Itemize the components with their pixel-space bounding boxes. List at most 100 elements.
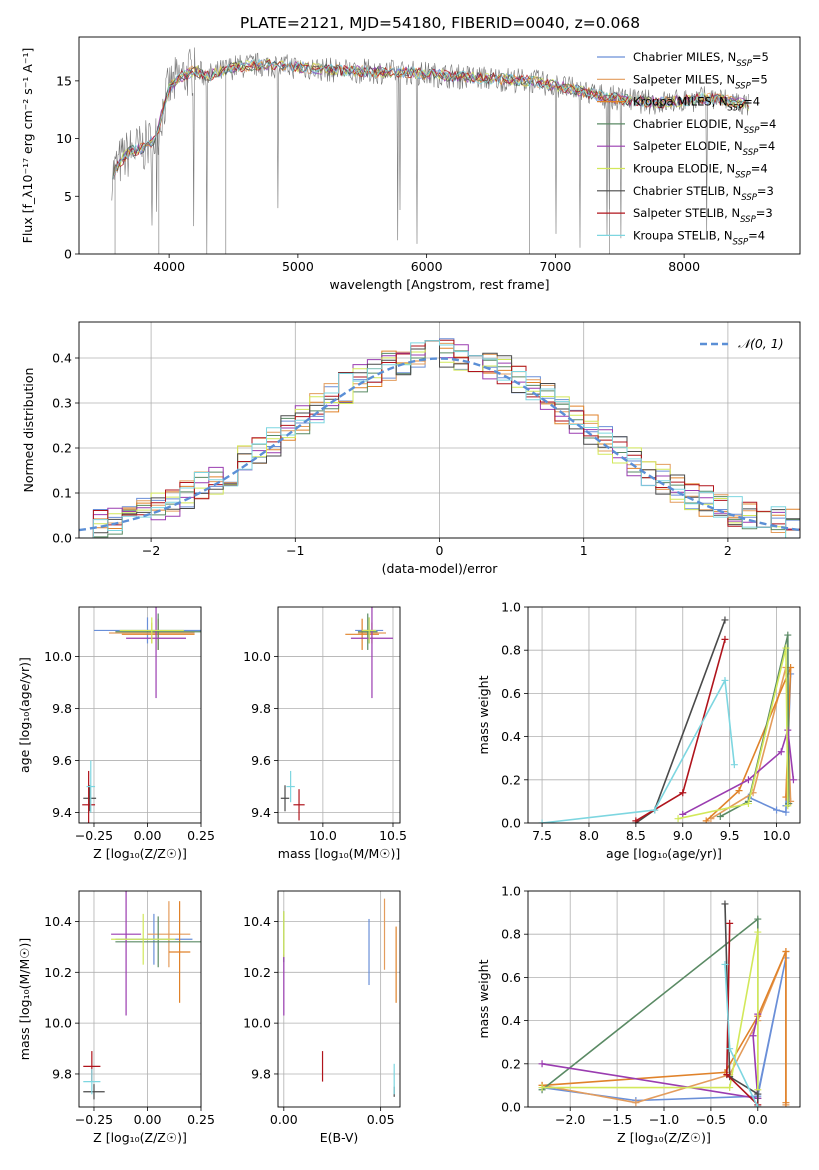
legend-label-rest: =4: [759, 117, 776, 131]
y-tick-label: 0.8: [501, 927, 521, 942]
x-axis-label: wavelength [Angstrom, rest frame]: [329, 277, 549, 292]
plot-area: [83, 891, 201, 1100]
model-spectrum-line: [112, 59, 749, 180]
weight-line: [724, 903, 759, 1107]
x-tick-label: 0.00: [270, 1112, 298, 1127]
y-axis-label: Flux [f_λ10⁻¹⁷ erg cm⁻² s⁻¹ A⁻¹]: [20, 48, 35, 244]
axes-frame: [527, 606, 801, 824]
legend-label-rest: =4: [758, 139, 775, 153]
y-tick-label: 10.4: [44, 914, 72, 929]
y-tick-label: 0: [64, 247, 72, 262]
legend-label: Kroupa ELODIE, NSSP=4: [633, 162, 768, 181]
weight-marker: [726, 1084, 734, 1092]
error-point: [350, 607, 393, 699]
y-tick-label: 0.2: [52, 441, 72, 456]
legend: 𝒩(0, 1): [700, 336, 784, 351]
error-point: [345, 618, 379, 650]
y-tick-label: 10: [56, 131, 72, 146]
x-axis-label: mass [log₁₀(M/M☉)]: [278, 846, 400, 861]
y-tick-label: 9.8: [251, 1066, 271, 1081]
y-tick-label: 0.0: [52, 531, 72, 546]
plot-area: [82, 607, 201, 823]
x-tick-label: −1.5: [602, 1112, 632, 1127]
weight-marker: [754, 1103, 762, 1107]
x-tick-label: −2: [142, 543, 160, 558]
error-point: [86, 760, 96, 813]
spectrum-panel: 4000 5000 6000 7000 8000 0 5 10 15 wavelength [An…: [20, 36, 801, 292]
x-axis-label: Z [log₁₀(Z/Z☉)]: [617, 1130, 711, 1145]
y-axis-label: mass weight: [476, 675, 491, 754]
weight-marker: [702, 817, 710, 823]
x-tick-label: −2.0: [555, 1112, 585, 1127]
y-tick-label: 0.3: [52, 396, 72, 411]
weight-marker: [754, 928, 762, 936]
y-tick-label: 0.6: [501, 686, 521, 701]
z-weight-panel: −2.0 −1.5 −1.0 −0.5 0.0 0.0 0.2 0.4 0.6 0.8 1.0 Z […: [476, 884, 801, 1145]
legend-label-rest: =4: [748, 228, 765, 242]
error-point: [293, 789, 305, 821]
weight-marker: [726, 919, 734, 927]
z-mass-panel: −0.25 0.00 0.25 9.8 10.0 10.2 10.4 Z [log₁₀(Z/Z…: [17, 890, 215, 1145]
weight-marker: [632, 1099, 640, 1107]
plot-area: [538, 900, 790, 1107]
legend-label-rest: =4: [751, 162, 768, 176]
weight-marker: [789, 776, 797, 784]
weight-marker: [679, 810, 687, 818]
legend-subscript: SSP: [740, 215, 756, 225]
weight-marker: [674, 815, 682, 823]
legend-label: Salpeter ELODIE, NSSP=4: [633, 139, 775, 158]
weight-marker: [782, 947, 790, 955]
weight-line: [677, 647, 789, 820]
legend: Chabrier MILES, NSSP=5 Salpeter MILES, NS…: [597, 50, 776, 247]
x-tick-label: 7000: [539, 259, 571, 274]
age-weight-panel: 7.5 8.0 8.5 9.0 9.5 10.0 0.0 0.2 0.4 0.6 0.8 1.0 age…: [476, 600, 801, 861]
y-tick-label: 0.4: [52, 351, 72, 366]
error-point: [357, 613, 378, 650]
legend-subscript: SSP: [728, 104, 744, 114]
axes-frame: [78, 36, 801, 255]
legend-label-rest: =5: [751, 72, 768, 86]
axes-frame: [78, 321, 801, 539]
legend-label: Chabrier ELODIE, NSSP=4: [633, 117, 776, 136]
y-tick-label: 10.0: [243, 1016, 271, 1031]
weight-marker: [784, 802, 792, 810]
error-point: [115, 916, 201, 968]
axes-frame: [277, 890, 401, 1108]
error-point: [83, 1084, 105, 1100]
x-tick-label: 7.5: [532, 828, 552, 843]
weight-marker: [773, 806, 781, 814]
weight-marker: [777, 748, 785, 756]
x-tick-label: 9.5: [720, 828, 740, 843]
x-tick-label: 0: [436, 543, 444, 558]
x-tick-label: 8.0: [579, 828, 599, 843]
y-tick-label: 0.1: [52, 486, 72, 501]
x-tick-label: 10.5: [379, 828, 407, 843]
y-axis-label: mass weight: [476, 959, 491, 1038]
legend-subscript: SSP: [733, 237, 749, 247]
weight-line: [635, 639, 726, 822]
weight-marker: [721, 900, 729, 908]
error-point: [83, 785, 97, 812]
y-tick-label: 9.8: [52, 701, 72, 716]
error-point: [280, 785, 290, 812]
residual-histogram: [79, 340, 800, 538]
x-tick-label: −0.5: [696, 1112, 726, 1127]
y-tick-label: 0.0: [501, 1100, 521, 1115]
weight-line: [542, 931, 759, 1090]
x-tick-label: 0.05: [367, 1112, 395, 1127]
legend-label: 𝒩(0, 1): [738, 336, 784, 351]
grid: [528, 606, 800, 824]
y-axis-label: age [log₁₀(age/yr)]: [17, 657, 32, 773]
weight-marker: [679, 789, 687, 797]
y-tick-label: 0.4: [501, 1013, 521, 1028]
weight-marker: [754, 1090, 762, 1098]
axes-frame: [527, 890, 801, 1108]
y-tick-label: 1.0: [501, 600, 521, 615]
weight-marker: [538, 1060, 546, 1068]
model-spectrum-line: [112, 58, 749, 180]
y-tick-label: 10.0: [44, 649, 72, 664]
axes-frame: [78, 890, 202, 1108]
grid: [278, 891, 400, 1107]
x-tick-label: 9.0: [673, 828, 693, 843]
legend-label-rest: =3: [757, 184, 774, 198]
